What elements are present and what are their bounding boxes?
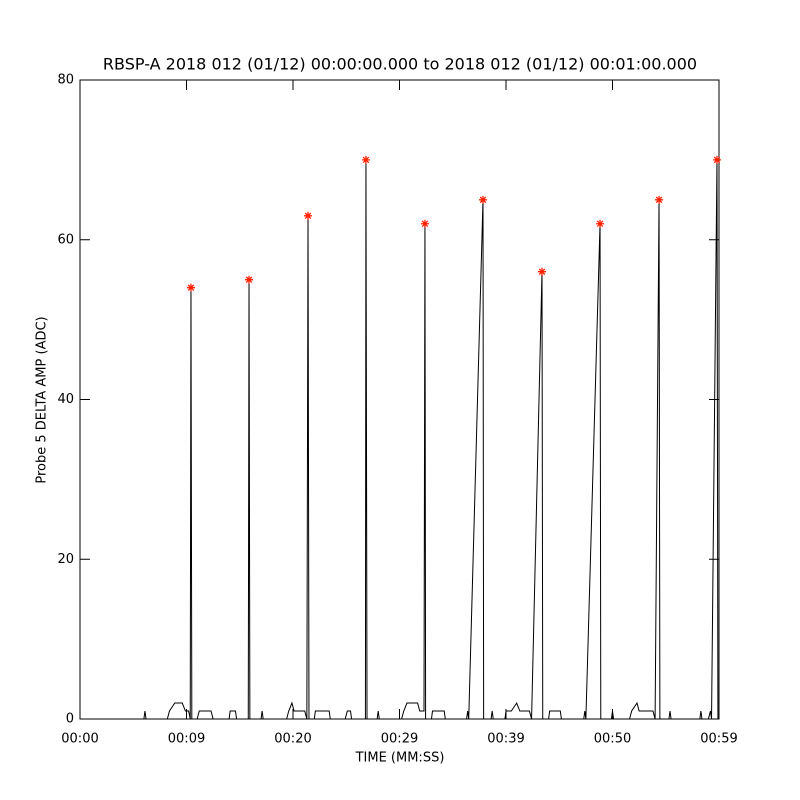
y-tick-label: 40 (57, 392, 74, 407)
peak-marker (596, 219, 605, 228)
x-tick-label: 00:50 (594, 732, 631, 747)
peak-marker (478, 195, 487, 204)
y-tick-label: 20 (57, 552, 74, 567)
x-tick-label: 00:39 (487, 732, 524, 747)
y-tick-label: 80 (57, 73, 74, 88)
y-tick-label: 60 (57, 232, 74, 247)
y-axis-label: Probe 5 DELTA AMP (ADC) (35, 316, 50, 483)
x-tick-label: 00:29 (381, 732, 418, 747)
x-tick-label: 00:59 (700, 732, 737, 747)
x-tick-label: 00:00 (61, 732, 98, 747)
peak-marker (712, 155, 721, 164)
x-axis-label: TIME (MM:SS) (355, 751, 445, 766)
peak-marker (186, 283, 195, 292)
data-line (80, 159, 719, 720)
peak-marker (304, 211, 313, 220)
peak-marker (537, 267, 546, 276)
peak-marker (655, 195, 664, 204)
y-tick-label: 0 (66, 712, 74, 727)
peak-marker (361, 155, 370, 164)
peak-marker (420, 219, 429, 228)
x-tick-label: 00:20 (274, 732, 311, 747)
x-tick-label: 00:09 (168, 732, 205, 747)
peak-marker (245, 275, 254, 284)
chart-title: RBSP-A 2018 012 (01/12) 00:00:00.000 to … (103, 55, 697, 74)
